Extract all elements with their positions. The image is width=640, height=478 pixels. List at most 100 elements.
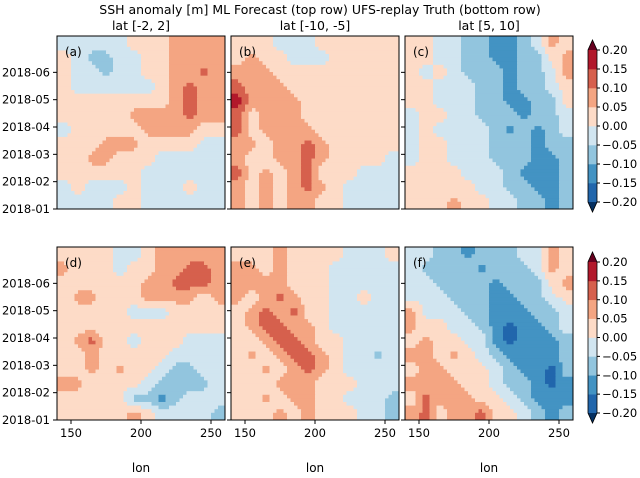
- heatmap-cell: [346, 391, 393, 396]
- heatmap-cell: [74, 293, 96, 298]
- heatmap-cell: [280, 387, 316, 392]
- heatmap-cell: [57, 68, 72, 73]
- heatmap-cell: [169, 351, 226, 356]
- heatmap-cell: [252, 304, 305, 309]
- heatmap-cell: [57, 358, 86, 363]
- heatmap-cell: [405, 64, 423, 69]
- heatmap-cell: [506, 355, 560, 360]
- heatmap-cell: [127, 43, 170, 48]
- colorbar-tick-label: 0.15: [602, 274, 628, 288]
- heatmap-cell: [496, 391, 514, 396]
- heatmap-cell: [71, 61, 93, 66]
- heatmap-cell: [134, 398, 159, 403]
- heatmap-cell: [318, 194, 344, 199]
- heatmap-cell: [197, 100, 226, 105]
- heatmap-cell: [405, 362, 416, 367]
- heatmap-cell: [57, 329, 86, 334]
- heatmap-cell: [176, 301, 191, 306]
- heatmap-cell: [276, 380, 316, 385]
- heatmap-cell: [562, 373, 574, 378]
- heatmap-cell: [433, 75, 444, 80]
- heatmap-cell: [447, 412, 476, 417]
- heatmap-cell: [541, 322, 560, 327]
- heatmap-cell: [231, 129, 242, 134]
- heatmap-cell: [503, 180, 528, 185]
- heatmap-cell: [57, 351, 86, 356]
- heatmap-cell: [183, 100, 198, 105]
- heatmap-cell: [450, 329, 483, 334]
- heatmap-cell: [144, 165, 226, 170]
- heatmap-cell: [283, 391, 316, 396]
- heatmap-cell: [517, 250, 542, 255]
- heatmap-cell: [343, 187, 400, 192]
- heatmap-cell: [405, 322, 416, 327]
- heatmap-cell: [148, 373, 166, 378]
- heatmap-cell: [385, 416, 400, 421]
- heatmap-cell: [106, 50, 138, 55]
- heatmap-cell: [405, 261, 427, 266]
- heatmap-cell: [531, 140, 546, 145]
- heatmap-cell: [262, 369, 270, 374]
- heatmap-cell: [141, 250, 156, 255]
- heatmap-cell: [102, 337, 128, 342]
- heatmap-cell: [287, 283, 330, 288]
- heatmap-cell: [231, 205, 246, 210]
- colorbar-tick-label: 0.05: [602, 312, 628, 326]
- heatmap-cell: [318, 133, 400, 138]
- heatmap-cell: [99, 362, 159, 367]
- heatmap-cell: [489, 201, 518, 206]
- heatmap-cell: [433, 90, 476, 95]
- heatmap-cell: [287, 412, 302, 417]
- heatmap-cell: [57, 380, 82, 385]
- heatmap-cell: [141, 183, 184, 188]
- heatmap-cell: [102, 344, 131, 349]
- heatmap-cell: [517, 68, 542, 73]
- heatmap-cell: [517, 416, 532, 421]
- heatmap-cell: [385, 247, 400, 251]
- heatmap-cell: [562, 90, 574, 95]
- x-axis-label: lon: [132, 461, 150, 475]
- heatmap-cell: [503, 93, 525, 98]
- heatmap-cell: [422, 311, 465, 316]
- heatmap-cell: [559, 311, 574, 316]
- heatmap-cell: [301, 144, 316, 149]
- heatmap-cell: [259, 126, 312, 131]
- heatmap-cell: [197, 369, 226, 374]
- heatmap-cell: [106, 136, 135, 141]
- heatmap-cell: [311, 369, 326, 374]
- heatmap-cell: [259, 115, 302, 120]
- heatmap-cell: [315, 380, 358, 385]
- heatmap-cell: [566, 275, 574, 280]
- heatmap-cell: [461, 205, 490, 210]
- heatmap-cell: [517, 64, 542, 69]
- heatmap-cell: [492, 355, 507, 360]
- heatmap-cell: [527, 376, 546, 381]
- heatmap-cell: [158, 405, 170, 410]
- heatmap-cell: [169, 61, 226, 66]
- heatmap-cell: [57, 283, 142, 288]
- heatmap-cell: [566, 301, 574, 306]
- heatmap-cell: [489, 46, 518, 51]
- heatmap-cell: [155, 261, 191, 266]
- heatmap-cell: [485, 401, 507, 406]
- heatmap-cell: [562, 329, 574, 334]
- heatmap-cell: [325, 369, 344, 374]
- heatmap-cell: [137, 304, 226, 309]
- heatmap-cell: [506, 322, 514, 327]
- heatmap-cell: [123, 398, 135, 403]
- heatmap-cell: [57, 319, 226, 324]
- heatmap-cell: [548, 329, 563, 334]
- heatmap-cell: [57, 75, 72, 80]
- heatmap-cell: [343, 347, 400, 352]
- heatmap-cell: [405, 140, 420, 145]
- heatmap-cell: [262, 398, 270, 403]
- heatmap-cell: [57, 405, 142, 410]
- heatmap-cell: [315, 340, 344, 345]
- heatmap-cell: [562, 365, 574, 370]
- heatmap-cell: [255, 333, 270, 338]
- heatmap-cell: [151, 387, 205, 392]
- heatmap-cell: [559, 194, 574, 199]
- colorbar-tick-label: 0.15: [602, 62, 628, 76]
- heatmap-cell: [57, 118, 135, 123]
